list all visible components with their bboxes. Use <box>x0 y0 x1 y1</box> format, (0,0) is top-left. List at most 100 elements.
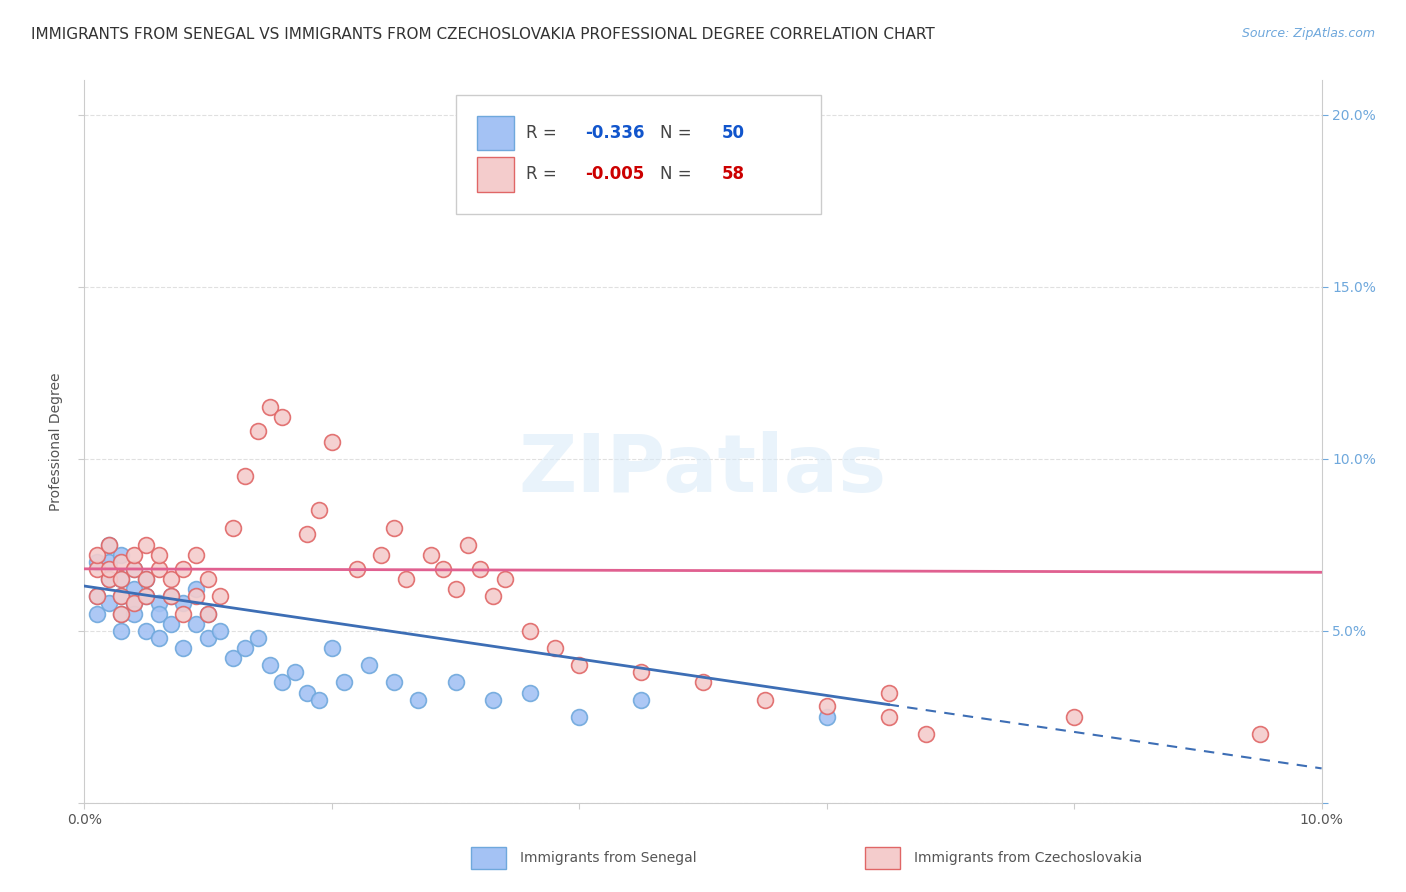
Point <box>519 686 541 700</box>
Point <box>135 538 157 552</box>
Point <box>98 572 121 586</box>
Text: Immigrants from Czechoslovakia: Immigrants from Czechoslovakia <box>914 851 1142 865</box>
Text: R =: R = <box>526 124 562 142</box>
Point <box>98 562 121 576</box>
Point <box>172 640 194 655</box>
Point <box>148 596 170 610</box>
Point <box>1249 727 1271 741</box>
Point <box>197 572 219 586</box>
Point <box>122 596 145 610</box>
Point <box>914 727 936 741</box>
Point <box>98 572 121 586</box>
Point <box>86 548 108 562</box>
Point <box>122 548 145 562</box>
Point <box>308 692 330 706</box>
Point <box>86 590 108 604</box>
Point <box>357 658 380 673</box>
Point <box>184 582 207 597</box>
Point <box>110 555 132 569</box>
Point <box>98 538 121 552</box>
Point <box>246 631 269 645</box>
Point <box>98 596 121 610</box>
Point <box>135 590 157 604</box>
Point <box>135 572 157 586</box>
Point <box>110 607 132 621</box>
Point <box>98 538 121 552</box>
Point <box>519 624 541 638</box>
Point <box>877 710 900 724</box>
Text: IMMIGRANTS FROM SENEGAL VS IMMIGRANTS FROM CZECHOSLOVAKIA PROFESSIONAL DEGREE CO: IMMIGRANTS FROM SENEGAL VS IMMIGRANTS FR… <box>31 27 935 42</box>
Point <box>321 434 343 449</box>
Point <box>408 692 430 706</box>
Point <box>209 624 232 638</box>
Point <box>222 651 245 665</box>
Text: 58: 58 <box>721 165 745 183</box>
Point <box>148 631 170 645</box>
Point <box>160 572 183 586</box>
Point <box>815 710 838 724</box>
Point <box>86 590 108 604</box>
Point <box>135 572 157 586</box>
Point <box>86 607 108 621</box>
Point <box>295 686 318 700</box>
Point <box>184 616 207 631</box>
Point <box>259 400 281 414</box>
Point <box>444 675 467 690</box>
FancyBboxPatch shape <box>477 116 513 151</box>
Point <box>470 562 492 576</box>
Point <box>110 624 132 638</box>
Point <box>122 582 145 597</box>
Text: Source: ZipAtlas.com: Source: ZipAtlas.com <box>1241 27 1375 40</box>
Point <box>209 590 232 604</box>
Point <box>135 624 157 638</box>
Point <box>284 665 307 679</box>
Point <box>110 590 132 604</box>
Point <box>110 548 132 562</box>
Point <box>160 590 183 604</box>
Point <box>568 658 591 673</box>
Point <box>494 572 516 586</box>
Text: -0.005: -0.005 <box>585 165 645 183</box>
Point <box>110 572 132 586</box>
Point <box>110 607 132 621</box>
Point <box>246 424 269 438</box>
Point <box>321 640 343 655</box>
Point <box>754 692 776 706</box>
Text: -0.336: -0.336 <box>585 124 645 142</box>
Point <box>271 410 294 425</box>
Point <box>630 692 652 706</box>
Point <box>444 582 467 597</box>
Point <box>382 520 405 534</box>
Point <box>395 572 418 586</box>
FancyBboxPatch shape <box>477 157 513 192</box>
Point <box>259 658 281 673</box>
Point <box>184 590 207 604</box>
Point <box>222 520 245 534</box>
Text: ZIPatlas: ZIPatlas <box>519 432 887 509</box>
Point <box>295 527 318 541</box>
Point <box>457 538 479 552</box>
Point <box>233 640 256 655</box>
Point <box>333 675 356 690</box>
FancyBboxPatch shape <box>456 95 821 214</box>
Point <box>135 590 157 604</box>
Point <box>184 548 207 562</box>
Point <box>308 503 330 517</box>
Point <box>233 469 256 483</box>
Point <box>877 686 900 700</box>
Point <box>110 590 132 604</box>
Text: 50: 50 <box>721 124 745 142</box>
Point <box>110 572 132 586</box>
Point <box>271 675 294 690</box>
Point <box>197 631 219 645</box>
Point <box>122 596 145 610</box>
Point <box>382 675 405 690</box>
Point <box>122 562 145 576</box>
Point <box>432 562 454 576</box>
Point <box>346 562 368 576</box>
Point <box>481 692 503 706</box>
Point <box>370 548 392 562</box>
Point <box>148 562 170 576</box>
Point <box>172 607 194 621</box>
Point <box>160 590 183 604</box>
